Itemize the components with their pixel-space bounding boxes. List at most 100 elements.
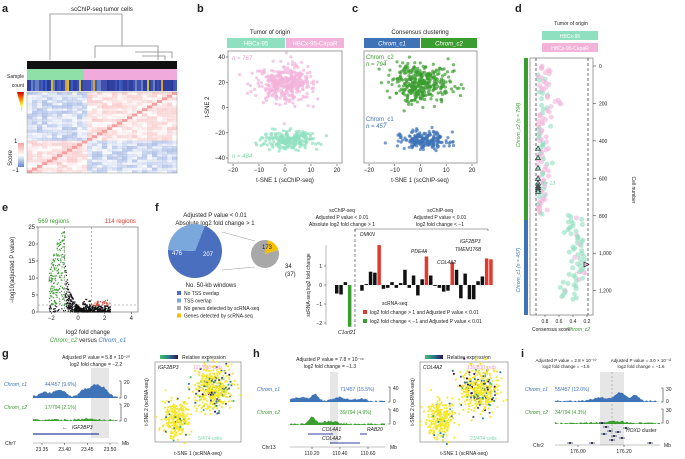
cell-point [440,401,443,404]
cell-point [158,427,161,430]
volcano-point [60,258,62,260]
cell-point [208,381,210,384]
heatmap-cell [97,108,102,111]
volcano-point [53,308,55,310]
heatmap-cell [102,151,108,155]
heatmap-cell [72,127,78,130]
count-cell [41,80,43,91]
heatmap-cell [57,137,63,141]
heatmap-cell [172,143,178,147]
data-point [424,83,428,87]
heatmap-cell [117,100,123,103]
heatmap-cell [42,124,48,128]
volcano-point [105,305,108,307]
heatmap-cell [147,159,153,163]
heatmap-cell [127,105,133,109]
bar [480,276,485,285]
cell-point [436,412,439,415]
cell-point [485,385,488,388]
scrna-fold-change-bars [335,245,493,327]
volcano-point [63,293,65,296]
volcano-point [49,295,52,297]
x-ticks: 176.00 176.20 [570,445,632,455]
data-point [295,133,299,137]
heatmap-cell [162,132,168,136]
gene-tss [625,427,627,429]
cell-point [549,160,555,166]
cell-point [479,397,482,400]
volcano-point [49,292,51,295]
heatmap-cell [117,170,123,174]
heatmap-cell [122,129,128,133]
bar [433,285,437,286]
count-cell [57,80,59,91]
heatmap-cell [117,140,123,144]
heatmap-cell [147,114,152,117]
heatmap-cell [147,167,153,171]
data-point [282,122,286,126]
cell-point [496,370,498,373]
heatmap-cell [52,100,58,103]
heatmap-cell [137,94,143,98]
volcano-point [61,286,63,288]
count-cell [113,80,115,91]
data-point [248,83,252,88]
cell-point [427,413,430,416]
cell-point [538,159,544,165]
data-point [451,140,455,144]
bar-legend-red: log2 fold change > 1 and Adjusted P valu… [370,310,479,316]
heatmap-cell [62,146,68,149]
data-point [432,104,437,109]
cell-point [214,397,217,400]
volcano-point [58,263,60,266]
heatmap-cell [47,140,53,144]
cell-point [188,433,191,436]
heatmap-cell [32,162,37,165]
heatmap-cell [147,116,153,120]
heatmap-cell [67,132,73,136]
heatmap-cell [77,159,83,163]
bar-header-left-3: Absolute log2 fold change > 1 [309,222,375,228]
cell-point [483,357,486,360]
chrom-label: Chr13 [262,445,276,451]
volcano-point [107,311,109,313]
cell-point [182,428,184,430]
sub-vs: versus [77,338,98,344]
heatmap-cell [142,146,148,149]
bar-legend-green: log2 fold change < −1 and Adjusted P val… [370,319,482,325]
heatmap-cell [92,92,98,95]
gene-igf2bp3: IGF2BP3 [460,239,481,245]
data-point [439,98,444,102]
cell-point [168,418,170,421]
cell-point [495,383,498,386]
volcano-point [52,270,54,272]
heatmap-cell [172,110,178,114]
volcano-point [78,307,80,309]
volcano-point [97,308,99,311]
volcano-point [56,310,58,312]
cell-point [201,405,204,408]
data-point [274,142,279,146]
cell-point [214,365,217,368]
data-point [434,76,438,80]
heatmap-cell [112,167,118,171]
volcano-point [80,310,82,312]
volcano-point [67,294,69,296]
heatmap-cell [102,100,107,103]
cell-point [164,402,167,404]
cell-point [489,376,492,379]
heatmap-cell [102,105,108,109]
cell-point [445,404,448,407]
heatmap-cell [102,92,108,95]
cell-point [216,391,219,394]
volcano-point [78,310,80,312]
heatmap-cell [167,102,173,106]
heatmap-cell [57,110,63,114]
volcano-point [55,265,57,267]
volcano-point [107,306,110,309]
volcano-point [71,302,74,304]
heatmap-cell [127,127,133,130]
data-point [437,72,441,76]
heatmap-cell [37,132,43,136]
data-point [399,87,403,91]
